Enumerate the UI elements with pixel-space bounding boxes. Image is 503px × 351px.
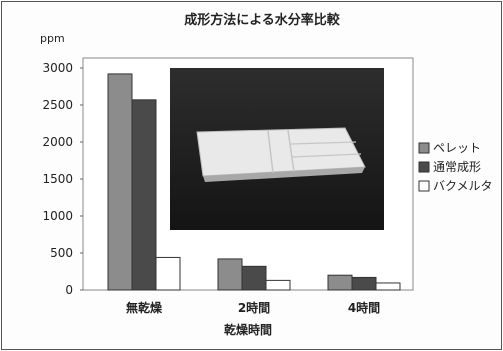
x-category-label: 4時間 <box>348 300 380 315</box>
legend-label: バクメルタ <box>433 179 493 193</box>
y-tick-label: 500 <box>50 246 73 260</box>
bars <box>107 73 401 291</box>
legend-swatch <box>418 180 430 192</box>
legend-label: 通常成形 <box>433 160 481 174</box>
chart-title: 成形方法による水分率比較 <box>184 12 341 28</box>
bar-ペレット-2時間 <box>217 258 243 291</box>
y-tick-label: 2000 <box>42 135 73 149</box>
product-photo <box>170 68 384 230</box>
bar-ペレット-無乾燥 <box>107 73 133 291</box>
bar-通常成形-2時間 <box>241 265 267 291</box>
y-tick-label: 2500 <box>42 98 73 112</box>
x-axis-title: 乾燥時間 <box>224 322 272 337</box>
y-axis: 0 500 1000 1500 2000 2500 3000 <box>42 61 83 297</box>
x-category-label: 無乾燥 <box>126 300 163 315</box>
bar-通常成形-4時間 <box>351 276 377 291</box>
bar-ペレット-4時間 <box>327 274 353 291</box>
y-tick-label: 0 <box>65 283 73 297</box>
bar-バクメルタ-4時間 <box>375 282 401 291</box>
bar-バクメルタ-無乾燥 <box>155 256 181 291</box>
legend-swatch <box>418 161 430 173</box>
y-tick-label: 3000 <box>42 61 73 75</box>
y-unit-label: ppm <box>40 32 65 45</box>
bar-通常成形-無乾燥 <box>131 99 157 291</box>
bar-バクメルタ-2時間 <box>265 279 291 291</box>
legend-label: ペレット <box>433 141 481 155</box>
x-category-label: 2時間 <box>238 300 270 315</box>
y-tick-label: 1500 <box>42 172 73 186</box>
x-axis: 無乾燥 2時間 4時間 <box>126 300 380 315</box>
y-tick-label: 1000 <box>42 209 73 223</box>
legend-swatch <box>418 142 430 154</box>
